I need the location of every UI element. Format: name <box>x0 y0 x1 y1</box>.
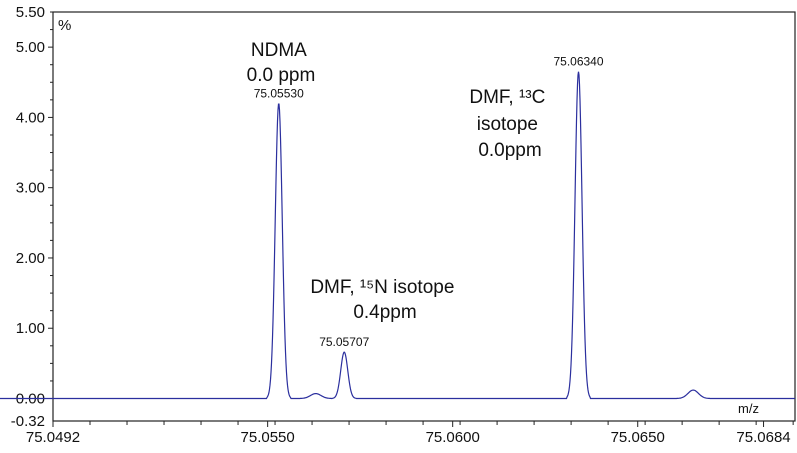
annotation-dmf-15n: DMF, ¹⁵N isotope 0.4ppm <box>310 277 459 323</box>
x-tick-label: 75.0550 <box>241 429 295 446</box>
y-tick-label: 5.00 <box>16 39 45 56</box>
x-tick-label: 75.0684 <box>736 429 790 446</box>
y-tick-label: 1.00 <box>16 320 45 337</box>
x-tick-label: 75.0492 <box>26 429 80 446</box>
y-tick-label: 5.50 <box>16 4 45 21</box>
y-tick-label: 4.00 <box>16 109 45 126</box>
x-tick-label: 75.0600 <box>426 429 480 446</box>
peak-label: 75.05707 <box>319 335 369 349</box>
spectrum-line <box>53 71 795 400</box>
plot-frame <box>52 11 796 422</box>
annotation-dmf-13c: DMF, ¹³C isotope 0.0ppm <box>469 87 550 161</box>
y-axis-label: % <box>58 17 71 34</box>
y-tick-label: -0.32 <box>11 413 45 430</box>
y-tick-label: 2.00 <box>16 250 45 267</box>
peak-label: 75.06340 <box>553 55 603 69</box>
x-axis-label: m/z <box>738 401 759 416</box>
x-tick-label: 75.0650 <box>611 429 665 446</box>
peak-label: 75.05530 <box>254 86 304 100</box>
annotation-ndma: NDMA 0.0 ppm <box>247 40 316 86</box>
y-tick-label: 3.00 <box>16 180 45 197</box>
